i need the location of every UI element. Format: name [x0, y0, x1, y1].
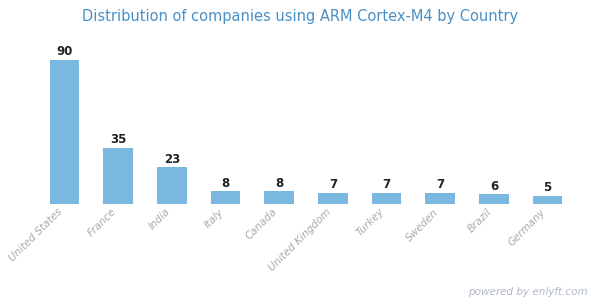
Text: 7: 7 [382, 178, 391, 191]
Text: 7: 7 [436, 178, 444, 191]
Text: 5: 5 [544, 182, 552, 194]
Bar [318, 193, 347, 204]
Bar [103, 148, 133, 204]
Bar [157, 167, 187, 204]
Text: 35: 35 [110, 134, 126, 146]
Bar [50, 60, 79, 204]
Text: 8: 8 [275, 177, 283, 190]
Text: 7: 7 [329, 178, 337, 191]
Bar [372, 193, 401, 204]
Bar [533, 196, 562, 204]
Text: 8: 8 [221, 177, 230, 190]
Bar [479, 194, 509, 204]
Bar [425, 193, 455, 204]
Text: 6: 6 [490, 180, 498, 193]
Text: 23: 23 [164, 153, 180, 166]
Bar [211, 191, 240, 204]
Text: 90: 90 [56, 45, 73, 58]
Bar [265, 191, 294, 204]
Text: Distribution of companies using ARM Cortex-M4 by Country: Distribution of companies using ARM Cort… [82, 9, 518, 24]
Text: powered by enlyft.com: powered by enlyft.com [469, 287, 588, 297]
